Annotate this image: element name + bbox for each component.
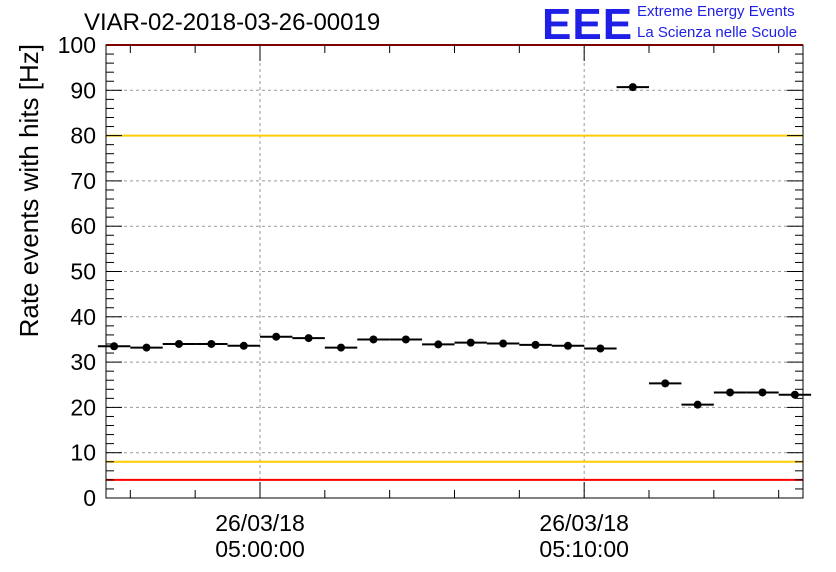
data-point	[531, 340, 540, 349]
data-point	[628, 83, 637, 92]
y-tick-label: 20	[70, 394, 96, 420]
x-tick-label-time: 05:00:00	[215, 536, 305, 562]
grid	[106, 45, 803, 498]
data-point	[304, 334, 313, 343]
y-tick-label: 30	[70, 349, 96, 375]
data-point	[337, 343, 346, 352]
y-tick-label: 90	[70, 77, 96, 103]
y-tick-label: 100	[58, 32, 96, 58]
y-axis-label: Rate events with hits [Hz]	[14, 44, 44, 337]
x-tick-label-date: 26/03/18	[539, 510, 629, 536]
data-point	[693, 400, 702, 409]
x-tick-label-date: 26/03/18	[215, 510, 305, 536]
axis-ticks	[106, 44, 803, 499]
reference-lines	[106, 44, 803, 481]
y-tick-label: 50	[70, 259, 96, 285]
data-point	[790, 390, 799, 399]
data-point	[434, 340, 443, 349]
data-point	[661, 379, 670, 388]
y-tick-label: 0	[83, 485, 96, 511]
y-tick-label: 40	[70, 304, 96, 330]
y-tick-label: 60	[70, 213, 96, 239]
data-point	[466, 338, 475, 347]
data-point	[207, 339, 216, 348]
data-point	[272, 332, 281, 341]
data-point	[563, 341, 572, 350]
data-point	[499, 339, 508, 348]
x-tick-label-time: 05:10:00	[539, 536, 629, 562]
data-point	[142, 343, 151, 352]
data-point	[726, 388, 735, 397]
data-point	[239, 341, 248, 350]
data-point	[174, 339, 183, 348]
data-points	[97, 83, 812, 409]
data-point	[758, 388, 767, 397]
data-point	[401, 335, 410, 344]
axis-labels: 010203040506070809010026/03/1805:00:0026…	[14, 32, 629, 562]
data-point	[596, 344, 605, 353]
data-point	[110, 342, 119, 351]
data-point	[369, 335, 378, 344]
y-tick-label: 10	[70, 440, 96, 466]
eee-logo: EEE	[542, 0, 634, 49]
y-tick-label: 70	[70, 168, 96, 194]
chart-title: VIAR-02-2018-03-26-00019	[84, 9, 381, 36]
y-tick-label: 80	[70, 123, 96, 149]
logo-text-line2: La Scienza nelle Scuole	[637, 24, 798, 41]
logo-text-line1: Extreme Energy Events	[637, 3, 795, 20]
